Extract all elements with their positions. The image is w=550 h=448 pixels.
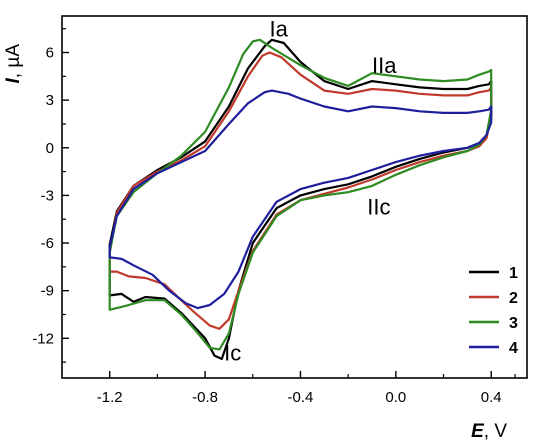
y-tick-label: -9 (41, 283, 54, 300)
peak-label: Ic (224, 341, 241, 366)
legend-label: 3 (509, 315, 518, 332)
peak-label: IIc (367, 194, 390, 219)
peak-label: Ia (269, 17, 288, 42)
legend-label: 4 (509, 340, 518, 357)
series-4-curve (108, 89, 493, 310)
peak-label: IIa (372, 53, 397, 78)
y-tick-label: -6 (41, 235, 54, 252)
legend-label: 1 (509, 265, 518, 282)
peak-annotations: Ia IIa IIc Ic (224, 17, 397, 366)
y-tick-label: -3 (41, 187, 54, 204)
x-tick-label: -0.8 (192, 389, 218, 406)
plot-frame (61, 15, 528, 379)
tick-labels: -1.2 -0.8 -0.4 0.0 0.4 6 3 0 -3 -6 -9 -12 (32, 45, 501, 406)
x-tick-label: -0.4 (288, 389, 314, 406)
y-tick-label: 6 (46, 45, 54, 62)
plot-area (108, 38, 493, 360)
y-tick-label: 3 (46, 92, 54, 109)
x-tick-label: 0.4 (481, 389, 502, 406)
series-2-curve (108, 51, 493, 330)
x-tick-label: -1.2 (97, 389, 123, 406)
x-axis-title: E, V (471, 421, 507, 442)
y-tick-label: 0 (46, 140, 54, 157)
legend: 1 2 3 4 (469, 265, 518, 357)
y-axis-title: I, µA (3, 44, 24, 84)
y-tick-label: -12 (32, 330, 54, 347)
legend-label: 2 (509, 290, 518, 307)
x-tick-label: 0.0 (385, 389, 406, 406)
